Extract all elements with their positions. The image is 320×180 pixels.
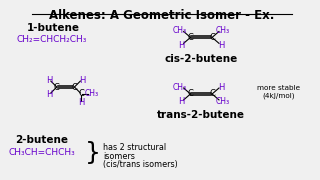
Text: C: C — [209, 89, 215, 98]
Text: C: C — [209, 33, 215, 42]
Text: CH₃: CH₃ — [85, 89, 99, 98]
Text: Alkenes: A Geometric Isomer - Ex.: Alkenes: A Geometric Isomer - Ex. — [49, 9, 275, 22]
Text: CH₃: CH₃ — [172, 26, 187, 35]
Text: H: H — [179, 97, 185, 106]
Text: C: C — [188, 33, 193, 42]
Text: cis-2-butene: cis-2-butene — [165, 54, 238, 64]
Text: H: H — [46, 76, 52, 85]
Text: H: H — [218, 41, 224, 50]
Text: more stable
(4kJ/mol): more stable (4kJ/mol) — [257, 85, 300, 99]
Text: (cis/trans isomers): (cis/trans isomers) — [103, 160, 178, 169]
Text: CH₃: CH₃ — [216, 97, 230, 106]
Text: H: H — [78, 98, 84, 107]
Text: H: H — [179, 41, 185, 50]
Text: C: C — [71, 82, 77, 91]
Text: C: C — [188, 89, 193, 98]
Text: CH₃CH=CHCH₃: CH₃CH=CHCH₃ — [9, 148, 76, 157]
Text: isomers: isomers — [103, 152, 135, 161]
Text: 2-butene: 2-butene — [15, 135, 68, 145]
Text: CH₃: CH₃ — [172, 82, 187, 91]
Text: CH₃: CH₃ — [216, 26, 230, 35]
Text: H: H — [46, 91, 52, 100]
Text: CH₂=CHCH₂CH₃: CH₂=CHCH₂CH₃ — [17, 35, 87, 44]
Text: trans-2-butene: trans-2-butene — [157, 110, 245, 120]
Text: }: } — [85, 141, 101, 165]
Text: 1-butene: 1-butene — [27, 22, 80, 33]
Text: has 2 structural: has 2 structural — [103, 143, 166, 152]
Text: C: C — [54, 82, 60, 91]
Text: H: H — [79, 76, 85, 85]
Text: H: H — [218, 82, 224, 91]
Text: C: C — [78, 89, 84, 98]
